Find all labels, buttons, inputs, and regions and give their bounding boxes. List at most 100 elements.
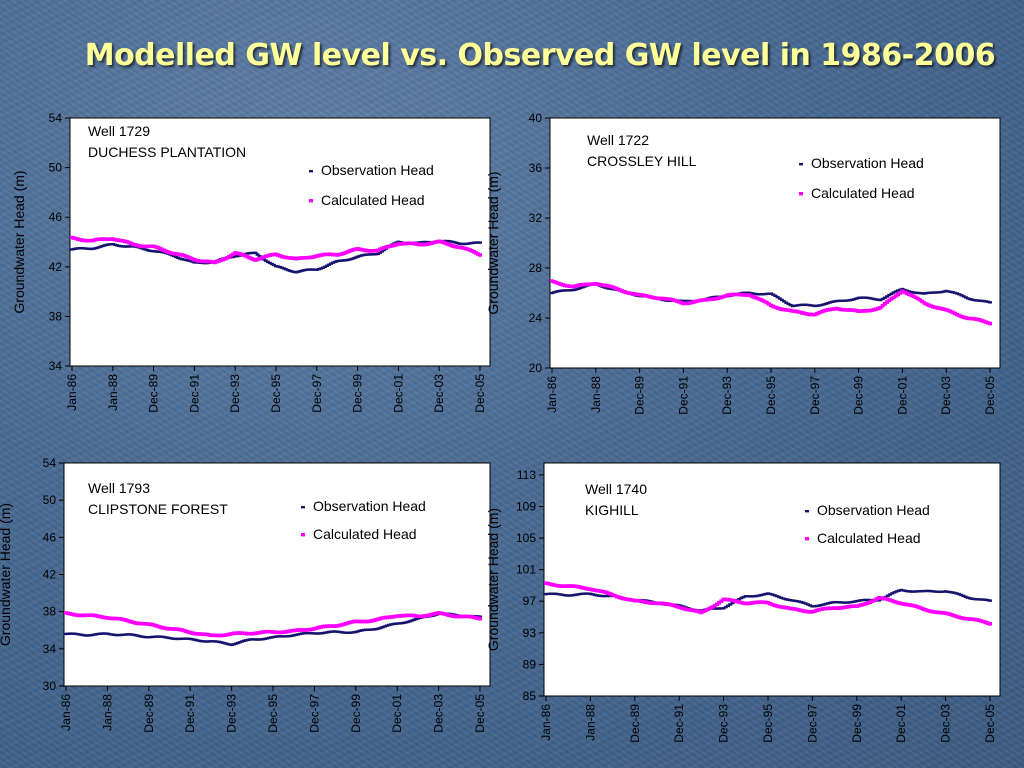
observation-point bbox=[930, 590, 935, 593]
calculated-point bbox=[151, 244, 156, 249]
calculated-point bbox=[279, 630, 284, 635]
observation-point bbox=[248, 638, 253, 641]
calculated-point bbox=[258, 630, 263, 635]
calculated-point bbox=[459, 245, 464, 250]
calculated-point bbox=[566, 584, 571, 588]
observation-point bbox=[341, 259, 346, 262]
observation-point bbox=[775, 295, 780, 299]
calculated-point bbox=[441, 240, 446, 245]
calculated-point bbox=[764, 300, 769, 305]
observation-point bbox=[304, 631, 309, 635]
observation-point bbox=[353, 256, 358, 259]
calculated-point bbox=[335, 624, 340, 628]
calculated-point bbox=[388, 615, 393, 619]
calculated-point bbox=[637, 599, 642, 603]
observation-point bbox=[289, 634, 294, 638]
well-site-label: DUCHESS PLANTATION bbox=[88, 144, 246, 160]
observation-point bbox=[779, 298, 784, 302]
calculated-point bbox=[915, 296, 920, 301]
calculated-point bbox=[68, 611, 73, 616]
observation-point bbox=[911, 291, 916, 294]
y-axis-label: Groundwater Head (m) bbox=[485, 171, 501, 314]
calculated-point bbox=[622, 290, 627, 294]
observation-point bbox=[376, 627, 381, 630]
calculated-point bbox=[92, 238, 97, 242]
calculated-point bbox=[768, 601, 773, 606]
calculated-point bbox=[90, 238, 95, 243]
calculated-point bbox=[131, 242, 136, 247]
calculated-point bbox=[473, 251, 478, 255]
calculated-point bbox=[310, 627, 315, 632]
observation-point bbox=[478, 615, 482, 618]
calculated-point bbox=[699, 610, 704, 615]
y-tick-label: 46 bbox=[49, 210, 63, 224]
calculated-point bbox=[883, 596, 888, 601]
observation-point bbox=[347, 258, 352, 261]
observation-point bbox=[258, 638, 263, 641]
observation-point bbox=[339, 259, 344, 262]
calculated-point bbox=[786, 308, 791, 313]
calculated-point bbox=[972, 317, 977, 321]
observation-point bbox=[939, 590, 944, 594]
calculated-point bbox=[901, 602, 906, 606]
y-tick-label: 113 bbox=[517, 468, 536, 482]
observation-point bbox=[981, 299, 986, 303]
calculated-point bbox=[278, 254, 283, 258]
calculated-point bbox=[610, 592, 615, 597]
observation-point bbox=[909, 290, 914, 294]
calculated-point bbox=[968, 316, 973, 321]
observation-point bbox=[721, 607, 726, 610]
observation-point bbox=[355, 255, 360, 258]
plot-area bbox=[63, 462, 491, 687]
calculated-point bbox=[563, 584, 568, 588]
calculated-point bbox=[244, 631, 249, 636]
observation-point bbox=[988, 599, 992, 602]
observation-point bbox=[931, 291, 936, 294]
calculated-point bbox=[364, 619, 369, 624]
observation-point bbox=[752, 595, 757, 598]
calculated-point bbox=[112, 237, 117, 242]
observation-point bbox=[730, 601, 735, 605]
calculated-point bbox=[407, 613, 412, 618]
calculated-point bbox=[184, 254, 189, 259]
calculated-point bbox=[365, 248, 370, 253]
observation-point bbox=[965, 596, 970, 599]
observation-point bbox=[933, 291, 938, 294]
calculated-point bbox=[200, 632, 205, 636]
observation-point bbox=[445, 239, 450, 243]
calculated-point bbox=[568, 584, 573, 588]
calculated-point bbox=[677, 300, 682, 304]
observation-point bbox=[837, 601, 842, 604]
calculated-point bbox=[585, 282, 590, 287]
calculated-point bbox=[283, 630, 288, 634]
calculated-point bbox=[717, 600, 722, 605]
calculated-point bbox=[268, 630, 273, 634]
observation-point bbox=[801, 303, 806, 306]
observation-point bbox=[750, 595, 755, 598]
observation-point bbox=[974, 299, 979, 302]
calculated-point bbox=[799, 608, 804, 613]
calculated-point bbox=[825, 606, 830, 611]
observation-point bbox=[320, 266, 325, 269]
legend-calculated-label: Calculated Head bbox=[817, 530, 921, 546]
calculated-point bbox=[710, 605, 715, 609]
calculated-point bbox=[663, 297, 668, 301]
observation-point bbox=[611, 288, 616, 291]
calculated-point bbox=[144, 622, 149, 626]
observation-point bbox=[554, 290, 559, 293]
calculated-point bbox=[650, 295, 655, 300]
calculated-point bbox=[985, 321, 990, 325]
calculated-point bbox=[64, 611, 68, 615]
calculated-point bbox=[603, 590, 608, 595]
calculated-point bbox=[157, 624, 162, 629]
x-tick-label: Dec-97 bbox=[808, 376, 822, 415]
calculated-point bbox=[412, 241, 417, 246]
calculated-point bbox=[777, 306, 782, 311]
observation-point bbox=[560, 289, 565, 292]
calculated-point bbox=[725, 293, 730, 298]
calculated-point bbox=[847, 308, 852, 312]
calculated-point bbox=[721, 597, 726, 602]
observation-point bbox=[407, 620, 412, 623]
calculated-point bbox=[906, 292, 911, 297]
calculated-point bbox=[812, 609, 817, 613]
